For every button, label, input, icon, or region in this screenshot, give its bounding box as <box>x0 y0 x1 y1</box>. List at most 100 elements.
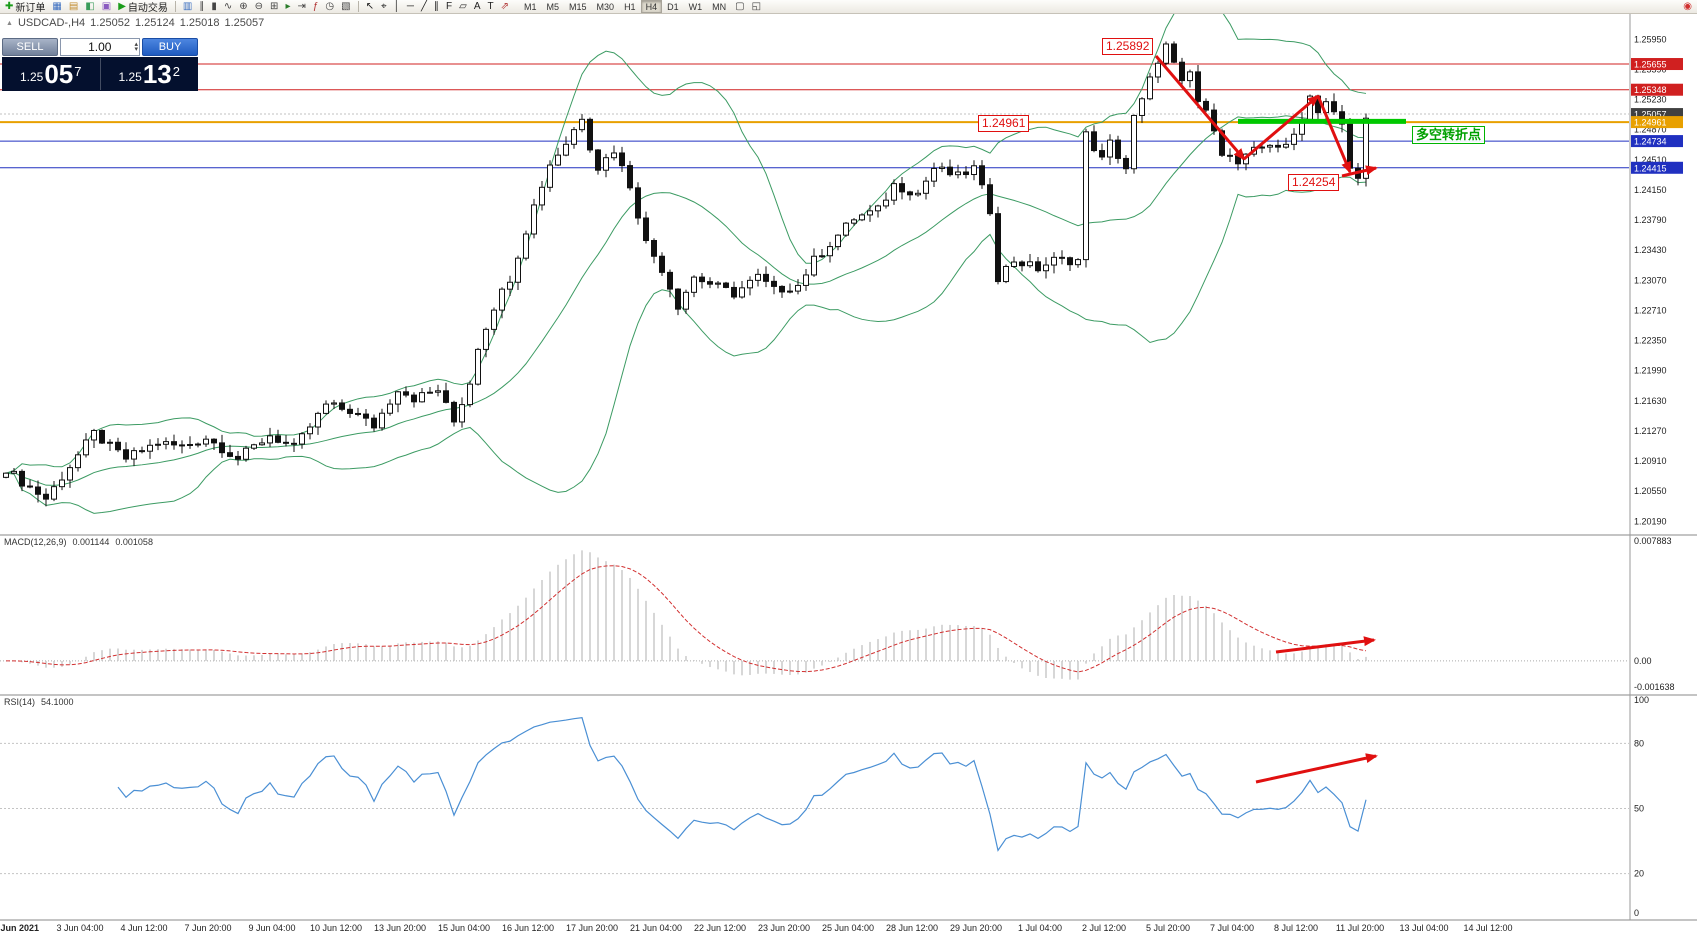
trend-arrow[interactable] <box>1154 55 1246 161</box>
candle-body <box>1363 117 1369 179</box>
new-chart-button[interactable]: ▥ <box>180 0 195 13</box>
timeframe-m5-button[interactable]: M5 <box>542 0 565 13</box>
sell-price-display[interactable]: 1.25 05 7 <box>2 58 100 90</box>
candle-body <box>515 257 521 283</box>
candle-body <box>1155 62 1161 78</box>
chart-canvas[interactable]: 1.259501.255901.252301.248701.245101.241… <box>0 14 1697 934</box>
trend-arrow[interactable] <box>1255 753 1378 784</box>
trend-arrow[interactable] <box>1275 636 1376 654</box>
charts-button[interactable]: ▦ <box>49 0 64 13</box>
ohlc-close: 1.25057 <box>224 17 265 29</box>
zoom-in-button[interactable]: ⊕ <box>236 0 250 13</box>
zoom-out-button[interactable]: ⊖ <box>252 0 266 13</box>
candle-body <box>107 441 113 444</box>
ohlc-open: 1.25052 <box>90 17 130 29</box>
candle-body <box>1203 100 1209 111</box>
market-watch-button[interactable]: ▤ <box>66 0 81 13</box>
candle-body <box>643 217 649 242</box>
candle-body <box>971 165 977 176</box>
candle-body <box>659 255 665 273</box>
autotrading-button[interactable]: ▶ 自动交易 <box>115 0 171 14</box>
candle-body <box>1027 261 1033 267</box>
vertical-line-button[interactable]: │ <box>391 0 403 13</box>
time-axis[interactable]: 3 Jun 2021 3 Jun 04:00 4 Jun 12:00 7 Jun 20… <box>0 923 1513 933</box>
price-tag-1.24415 <box>1631 161 1683 174</box>
turning-point-note[interactable]: 多空转折点 <box>1412 126 1486 144</box>
navigator-button[interactable]: ◧ <box>82 0 97 13</box>
buy-price-display[interactable]: 1.25 13 2 <box>99 58 199 90</box>
price-annotation-box[interactable]: 1.24961 <box>978 115 1030 132</box>
horizontal-line-button[interactable]: ─ <box>404 0 417 13</box>
candle-body <box>723 282 729 288</box>
annotation-arrows[interactable] <box>1154 55 1378 784</box>
alert-button[interactable]: ◉ <box>1680 0 1695 13</box>
candle-body <box>955 171 961 176</box>
timeframe-m15-button[interactable]: M15 <box>564 0 592 13</box>
candle-body <box>1011 261 1017 267</box>
trend-arrow[interactable] <box>1341 165 1378 178</box>
price-tag-text: 1.25348 <box>1634 85 1667 95</box>
volume-spinner[interactable]: ▴ ▾ <box>134 41 138 53</box>
timeframe-m30-button[interactable]: M30 <box>592 0 620 13</box>
price-annotation-box[interactable]: 1.24254 <box>1288 174 1340 191</box>
sell-button[interactable]: SELL <box>2 38 58 56</box>
timeframe-m1-button[interactable]: M1 <box>519 0 542 13</box>
rsi-axis-label: 0 <box>1634 908 1639 918</box>
candle-body <box>1051 256 1057 266</box>
candle-body <box>883 199 889 207</box>
bar-chart-button[interactable]: ∥ <box>196 0 207 13</box>
text-label-button[interactable]: T <box>485 0 497 13</box>
window-list-button[interactable]: ▢ <box>732 0 747 13</box>
new-order-button[interactable]: ✚ 新订单 <box>2 0 48 14</box>
horizontal-price-lines[interactable] <box>0 63 1629 169</box>
candle-body <box>547 164 553 188</box>
docking-button[interactable]: ◱ <box>749 0 764 13</box>
cursor-button[interactable]: ↖ <box>363 0 377 13</box>
chart-shift-button[interactable]: ⇥ <box>294 0 308 13</box>
tile-windows-button[interactable]: ⊞ <box>267 0 281 13</box>
channel-button[interactable]: ∥ <box>431 0 442 13</box>
timeframe-h1-button[interactable]: H1 <box>619 0 641 13</box>
chart-window[interactable]: 1.259501.255901.252301.248701.245101.241… <box>0 14 1697 934</box>
trend-arrow[interactable] <box>1243 94 1320 161</box>
trendline-button[interactable]: ╱ <box>418 0 430 13</box>
sell-price-sup: 7 <box>74 64 82 80</box>
candle-body <box>123 449 129 460</box>
price-tag-1.24961 <box>1631 116 1683 129</box>
candle-body <box>915 192 921 196</box>
fibonacci-button[interactable]: F <box>443 0 455 13</box>
auto-scroll-button[interactable]: ▸ <box>282 0 293 13</box>
spinner-down-icon[interactable]: ▾ <box>134 46 138 53</box>
text-button[interactable]: A <box>471 0 484 13</box>
line-chart-button[interactable]: ∿ <box>221 0 235 13</box>
periods-button[interactable]: ◷ <box>322 0 337 13</box>
candle-body <box>843 222 849 236</box>
price-axis-label: 1.23430 <box>1634 245 1667 255</box>
macd-histogram <box>13 550 1367 680</box>
crosshair-button[interactable]: ⌖ <box>378 0 390 13</box>
macd-signal-value: 0.001058 <box>115 537 153 547</box>
timeframe-w1-button[interactable]: W1 <box>684 0 708 13</box>
candle-body <box>227 452 233 457</box>
candle-body <box>483 328 489 350</box>
terminal-button[interactable]: ▣ <box>99 0 114 13</box>
shapes-button[interactable]: ▱ <box>456 0 470 13</box>
rsi-value: 54.1000 <box>41 697 74 707</box>
price-annotation-box[interactable]: 1.25892 <box>1102 38 1154 55</box>
price-tag-text: 1.25655 <box>1634 60 1667 70</box>
timeframe-d1-button[interactable]: D1 <box>662 0 684 13</box>
spinner-up-icon[interactable]: ▴ <box>134 41 138 48</box>
candle-chart-button[interactable]: ▮ <box>208 0 220 13</box>
price-axis-label: 1.21630 <box>1634 396 1667 406</box>
buy-button[interactable]: BUY <box>142 38 198 56</box>
trend-arrow[interactable] <box>1316 95 1352 174</box>
macd-axis-bottom: -0.001638 <box>1634 682 1675 692</box>
templates-button[interactable]: ▧ <box>338 0 353 13</box>
timeframe-h4-button[interactable]: H4 <box>640 0 663 13</box>
rsi-axis-label: 20 <box>1634 869 1644 879</box>
timeframe-mn-button[interactable]: MN <box>707 0 731 13</box>
volume-input[interactable]: 1.00 ▴ ▾ <box>60 38 140 56</box>
arrows-tool-button[interactable]: ⇗ <box>498 0 512 13</box>
candle-body <box>995 213 1001 283</box>
indicators-button[interactable]: ƒ <box>310 0 322 13</box>
